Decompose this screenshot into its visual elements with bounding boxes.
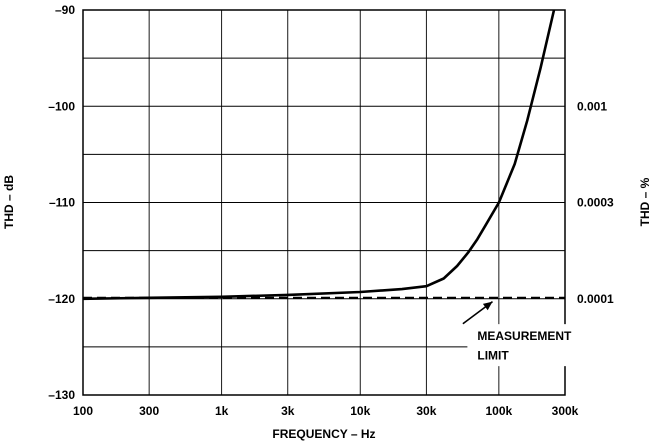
thd-curve (82, 9, 556, 301)
annotation-background (467, 324, 602, 367)
plot-frame (82, 9, 566, 396)
y-tick-labels: –90 –100 –110 –120 –130 (48, 3, 75, 402)
y-axis-title: THD – dB (2, 175, 16, 229)
x-tick-label: 100 (73, 404, 93, 418)
y2-tick-label: 0.001 (577, 99, 607, 113)
data-series (82, 9, 565, 301)
x-tick-label: 30k (416, 404, 436, 418)
x-tick-label: 100k (486, 404, 513, 418)
y2-tick-label: 0.0003 (577, 196, 614, 210)
y-tick-label: –90 (55, 3, 75, 17)
y2-tick-label: 0.0001 (577, 292, 614, 306)
y-tick-label: –110 (49, 196, 75, 210)
annotation-label: LIMIT (477, 348, 509, 362)
x-tick-label: 10k (350, 404, 370, 418)
x-axis-title: FREQUENCY – Hz (272, 427, 375, 441)
annotation-label: MEASUREMENT (477, 329, 572, 343)
arrow-head (482, 301, 493, 311)
x-tick-label: 1k (215, 404, 229, 418)
x-tick-labels: 100 300 1k 3k 10k 30k 100k 300k (73, 404, 579, 418)
y-tick-label: –120 (48, 292, 75, 306)
y2-tick-labels: 0.001 0.0003 0.0001 (577, 99, 614, 306)
x-tick-label: 300 (139, 404, 159, 418)
annotations: MEASUREMENT LIMIT (462, 300, 602, 367)
x-tick-label: 3k (281, 404, 295, 418)
y2-axis-title: THD – % (638, 177, 652, 226)
x-tick-label: 300k (552, 404, 579, 418)
y-tick-label: –130 (48, 388, 75, 402)
y-tick-label: –100 (48, 99, 75, 113)
